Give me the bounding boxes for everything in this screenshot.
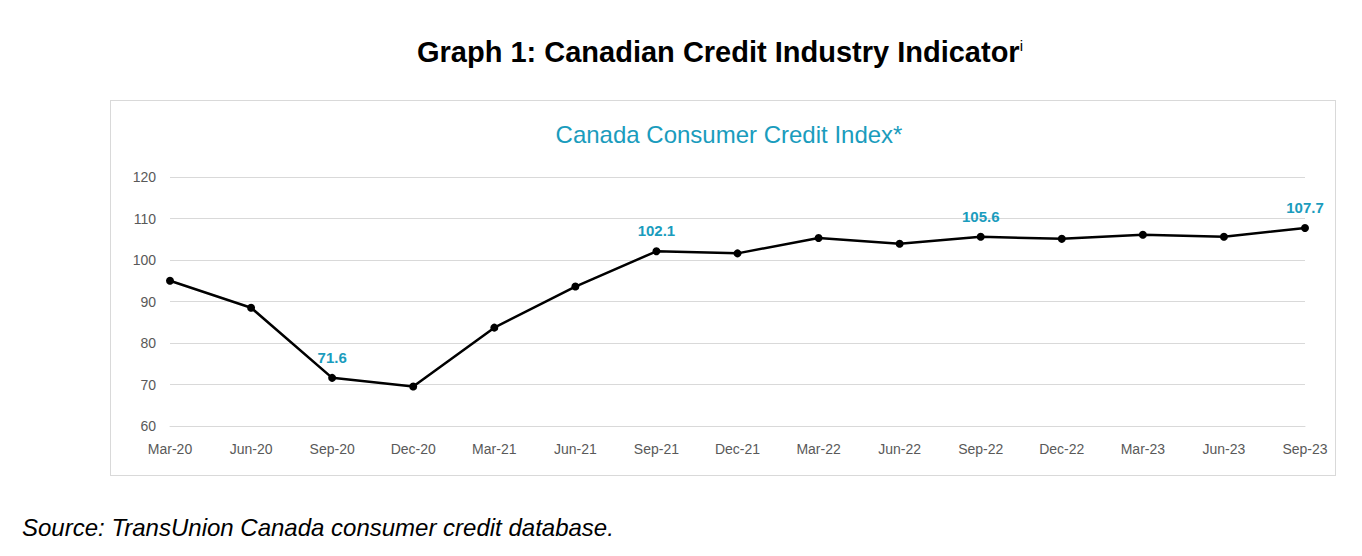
svg-text:Sep-20: Sep-20 (310, 441, 355, 457)
svg-text:Canada Consumer Credit Index*: Canada Consumer Credit Index* (556, 121, 903, 148)
svg-text:90: 90 (140, 294, 156, 310)
svg-text:Mar-23: Mar-23 (1121, 441, 1166, 457)
svg-text:80: 80 (140, 335, 156, 351)
svg-text:70: 70 (140, 377, 156, 393)
svg-text:105.6: 105.6 (962, 208, 1000, 225)
svg-text:Jun-22: Jun-22 (878, 441, 921, 457)
svg-text:107.7: 107.7 (1286, 199, 1324, 216)
svg-text:Dec-22: Dec-22 (1039, 441, 1084, 457)
svg-text:Sep-23: Sep-23 (1282, 441, 1327, 457)
svg-text:Mar-21: Mar-21 (472, 441, 517, 457)
svg-text:Sep-22: Sep-22 (958, 441, 1003, 457)
svg-text:Mar-22: Mar-22 (796, 441, 841, 457)
svg-text:Sep-21: Sep-21 (634, 441, 679, 457)
svg-text:102.1: 102.1 (638, 222, 676, 239)
svg-text:Jun-20: Jun-20 (230, 441, 273, 457)
svg-text:71.6: 71.6 (318, 349, 347, 366)
svg-text:120: 120 (133, 169, 157, 185)
svg-text:60: 60 (140, 418, 156, 434)
svg-text:Dec-20: Dec-20 (391, 441, 436, 457)
svg-text:110: 110 (134, 211, 157, 227)
svg-text:Jun-21: Jun-21 (554, 441, 597, 457)
svg-text:Dec-21: Dec-21 (715, 441, 760, 457)
svg-text:100: 100 (133, 252, 157, 268)
html-text:Source: TransUnion Canada cons: Source: TransUnion Canada consumer credi… (22, 514, 614, 541)
svg-text:Jun-23: Jun-23 (1203, 441, 1246, 457)
svg-text:Mar-20: Mar-20 (148, 441, 193, 457)
html-text:Graph 1: Canadian Credit Indus: Graph 1: Canadian Credit Industry Indica… (417, 36, 1023, 68)
